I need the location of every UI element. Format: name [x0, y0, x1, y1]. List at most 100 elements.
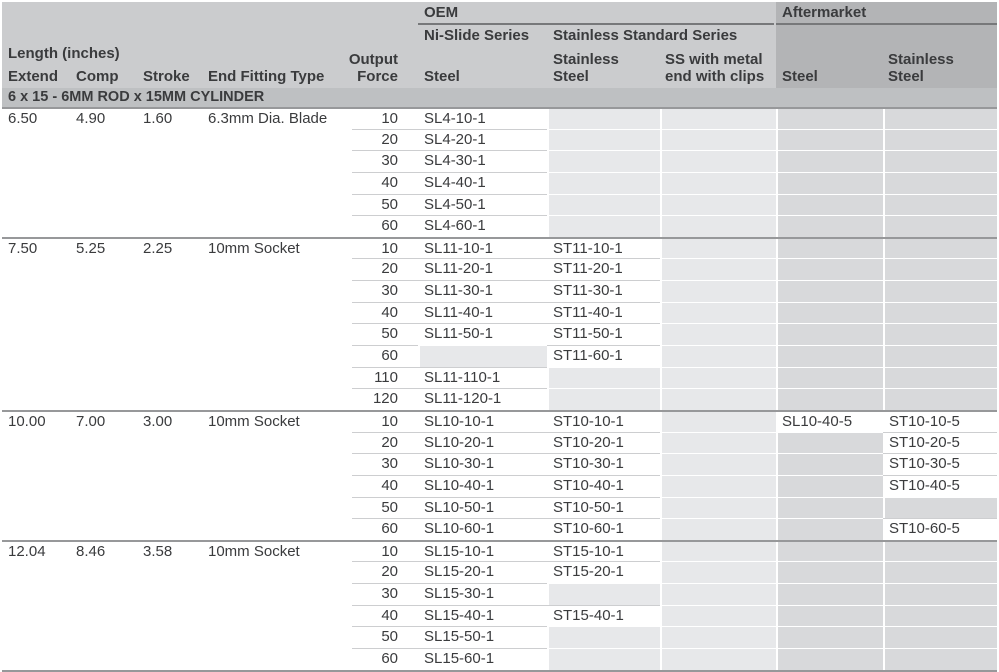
end-fitting-cell [202, 561, 352, 584]
stroke-cell [138, 474, 202, 497]
end-fitting-cell [202, 431, 352, 454]
oem-steel-part-cell: SL4-40-1 [418, 171, 547, 194]
aftermarket-steel-part-cell [776, 518, 883, 540]
extend-cell [2, 431, 70, 454]
comp-cell [70, 280, 138, 302]
table-row: 50 SL15-50-1 [2, 626, 997, 649]
oem-stainless-part-cell [547, 626, 660, 649]
comp-cell: 8.46 [70, 539, 138, 562]
ss-clips-line2: end with clips [665, 68, 765, 85]
ss-clips-part-cell [660, 518, 776, 540]
extend-cell [2, 453, 70, 475]
output-force-cell: 20 [352, 128, 418, 151]
oem-steel-part-cell: SL4-10-1 [418, 107, 547, 129]
ss-clips-part-cell [660, 539, 776, 562]
aftermarket-stainless-part-cell [883, 193, 997, 216]
end-fitting-cell [202, 388, 352, 410]
end-fitting-cell [202, 474, 352, 497]
extend-cell [2, 150, 70, 172]
output-force-cell: 50 [352, 626, 418, 649]
oem-stainless-part-cell: ST10-20-1 [547, 431, 660, 454]
am-stainless-line2: Steel [888, 68, 924, 85]
table-row: 60 SL10-60-1 ST10-60-1 ST10-60-5 [2, 518, 997, 540]
ss-clips-part-cell [660, 561, 776, 584]
stroke-cell: 3.58 [138, 539, 202, 562]
ss-clips-part-cell [660, 128, 776, 151]
oem-stainless-part-cell: ST11-40-1 [547, 301, 660, 324]
output-force-cell: 10 [352, 236, 418, 259]
extend-cell [2, 345, 70, 367]
aftermarket-stainless-part-cell [883, 236, 997, 259]
stroke-cell [138, 258, 202, 281]
output-force-cell: 50 [352, 323, 418, 346]
comp-cell: 4.90 [70, 107, 138, 129]
comp-cell [70, 518, 138, 540]
aftermarket-stainless-part-cell: ST10-30-5 [883, 453, 997, 475]
aftermarket-steel-part-cell [776, 323, 883, 346]
oem-stainless-part-cell [547, 171, 660, 194]
aftermarket-steel-part-cell: SL10-40-5 [776, 409, 883, 432]
ss-clips-part-cell [660, 280, 776, 302]
section-title: 6 x 15 - 6MM ROD x 15MM CYLINDER [8, 89, 265, 105]
ss-clips-part-cell [660, 236, 776, 259]
oem-stainless-part-cell: ST10-30-1 [547, 453, 660, 475]
table-row: 7.50 5.25 2.25 10mm Socket 10 SL11-10-1 ST11-1… [2, 236, 997, 259]
stroke-cell [138, 171, 202, 194]
stroke-cell [138, 215, 202, 237]
stroke-cell: 3.00 [138, 409, 202, 432]
extend-cell [2, 323, 70, 346]
aftermarket-stainless-part-cell [883, 648, 997, 670]
oem-steel-part-cell: SL11-40-1 [418, 301, 547, 324]
aftermarket-section-label: Aftermarket [782, 4, 867, 21]
aftermarket-stainless-part-cell [883, 171, 997, 194]
aftermarket-steel-part-cell [776, 496, 883, 519]
aftermarket-steel-part-cell [776, 648, 883, 670]
aftermarket-stainless-part-cell [883, 258, 997, 281]
oem-steel-part-cell: SL4-20-1 [418, 128, 547, 151]
aftermarket-stainless-part-cell [883, 626, 997, 649]
end-fitting-cell: 10mm Socket [202, 409, 352, 432]
extend-cell [2, 561, 70, 584]
aftermarket-stainless-part-cell [883, 496, 997, 519]
stroke-cell [138, 626, 202, 649]
table-row: 120 SL11-120-1 [2, 388, 997, 410]
aftermarket-stainless-part-cell: ST10-60-5 [883, 518, 997, 540]
output-force-cell: 30 [352, 280, 418, 302]
ss-clips-part-cell [660, 323, 776, 346]
oem-stainless-part-cell: ST10-40-1 [547, 474, 660, 497]
table-row: 30 SL10-30-1 ST10-30-1 ST10-30-5 [2, 453, 997, 475]
aftermarket-steel-part-cell [776, 626, 883, 649]
comp-cell [70, 604, 138, 627]
table-row: 50 SL10-50-1 ST10-50-1 [2, 496, 997, 519]
table-row: 40 SL15-40-1 ST15-40-1 [2, 604, 997, 627]
stroke-cell [138, 518, 202, 540]
end-fitting-cell [202, 258, 352, 281]
oem-stainless-line2: Steel [553, 68, 589, 85]
output-force-cell: 60 [352, 518, 418, 540]
table-row: 110 SL11-110-1 [2, 366, 997, 389]
extend-cell [2, 301, 70, 324]
ss-clips-part-cell [660, 171, 776, 194]
comp-cell: 5.25 [70, 236, 138, 259]
aftermarket-stainless-part-cell: ST10-10-5 [883, 409, 997, 432]
ss-clips-part-cell [660, 193, 776, 216]
oem-stainless-part-cell: ST11-20-1 [547, 258, 660, 281]
extend-cell [2, 128, 70, 151]
extend-cell [2, 518, 70, 540]
output-force-cell: 50 [352, 496, 418, 519]
aftermarket-stainless-part-cell [883, 128, 997, 151]
aftermarket-stainless-part-cell [883, 345, 997, 367]
table-row: 30 SL11-30-1 ST11-30-1 [2, 280, 997, 302]
aftermarket-stainless-part-cell [883, 604, 997, 627]
table-row: 40 SL4-40-1 [2, 171, 997, 194]
extend-cell [2, 258, 70, 281]
aftermarket-stainless-part-cell: ST10-40-5 [883, 474, 997, 497]
extend-cell [2, 366, 70, 389]
column-header-oem-steel: Steel [424, 68, 460, 85]
aftermarket-stainless-part-cell [883, 561, 997, 584]
aftermarket-stainless-part-cell [883, 583, 997, 605]
stroke-cell [138, 150, 202, 172]
oem-stainless-part-cell [547, 107, 660, 129]
aftermarket-steel-part-cell [776, 366, 883, 389]
end-fitting-cell: 10mm Socket [202, 539, 352, 562]
